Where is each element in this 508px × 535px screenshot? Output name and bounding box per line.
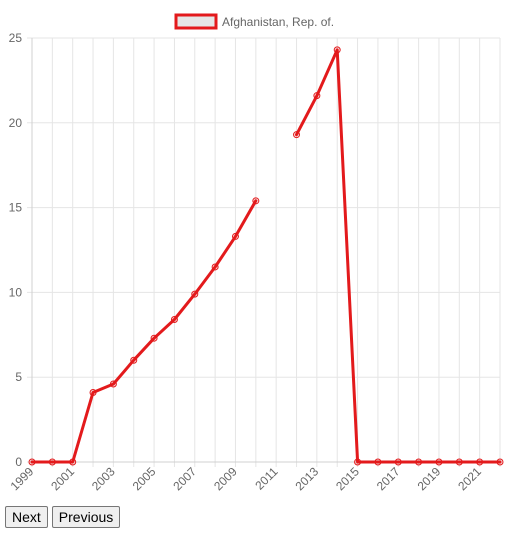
data-point bbox=[313, 92, 321, 100]
chart-svg: Afghanistan, Rep. of. 0 5 10 15 20 25 1999 2001… bbox=[8, 13, 504, 493]
data-point bbox=[354, 458, 362, 466]
x-tick-label: 2003 bbox=[89, 464, 118, 493]
series-layer bbox=[28, 46, 504, 466]
x-tick-label: 2007 bbox=[170, 464, 199, 493]
y-tick-label: 5 bbox=[15, 370, 22, 384]
y-tick-label: 15 bbox=[9, 201, 23, 215]
data-point bbox=[415, 458, 423, 466]
legend-swatch bbox=[174, 13, 218, 30]
data-point bbox=[333, 46, 341, 54]
data-point bbox=[394, 458, 402, 466]
data-point bbox=[191, 290, 199, 298]
series-line bbox=[30, 199, 258, 464]
data-point bbox=[150, 334, 158, 342]
data-point bbox=[476, 458, 484, 466]
pagination-controls: Next Previous bbox=[5, 506, 121, 528]
y-tick-label: 10 bbox=[9, 285, 23, 299]
x-tick-label: 2005 bbox=[130, 464, 159, 493]
data-point bbox=[293, 131, 301, 139]
y-tick-label: 0 bbox=[15, 455, 22, 469]
data-point bbox=[48, 458, 56, 466]
previous-button[interactable]: Previous bbox=[51, 506, 121, 528]
data-point bbox=[109, 380, 117, 388]
x-tick-label: 2001 bbox=[48, 464, 77, 493]
ticks: 0 5 10 15 20 25 1999 2001 2003 2005 2007 2009 2011 20… bbox=[8, 31, 485, 493]
grid bbox=[27, 37, 501, 467]
y-tick-label: 20 bbox=[9, 116, 23, 130]
legend: Afghanistan, Rep. of. bbox=[174, 13, 334, 30]
next-button[interactable]: Next bbox=[5, 506, 48, 528]
data-point bbox=[89, 388, 97, 396]
x-tick-label: 2011 bbox=[252, 464, 280, 492]
x-tick-label: 2015 bbox=[333, 464, 362, 493]
x-tick-label: 2019 bbox=[415, 464, 444, 493]
data-point bbox=[231, 232, 239, 240]
data-point bbox=[435, 458, 443, 466]
line-chart: Afghanistan, Rep. of. 0 5 10 15 20 25 1999 2001… bbox=[8, 13, 504, 493]
data-point bbox=[211, 263, 219, 271]
x-tick-label: 2017 bbox=[374, 464, 403, 493]
data-point bbox=[130, 356, 138, 364]
y-tick-label: 25 bbox=[9, 31, 23, 45]
x-tick-label: 2021 bbox=[455, 464, 484, 493]
series-line bbox=[295, 48, 502, 464]
data-point bbox=[374, 458, 382, 466]
data-point bbox=[252, 197, 260, 205]
x-tick-label: 2013 bbox=[292, 464, 321, 493]
data-point bbox=[28, 458, 36, 466]
data-point bbox=[69, 458, 77, 466]
x-tick-label: 1999 bbox=[8, 464, 37, 493]
data-point bbox=[170, 316, 178, 324]
data-point bbox=[496, 458, 504, 466]
data-point bbox=[455, 458, 463, 466]
x-tick-label: 2009 bbox=[211, 464, 240, 493]
legend-label: Afghanistan, Rep. of. bbox=[222, 15, 334, 29]
